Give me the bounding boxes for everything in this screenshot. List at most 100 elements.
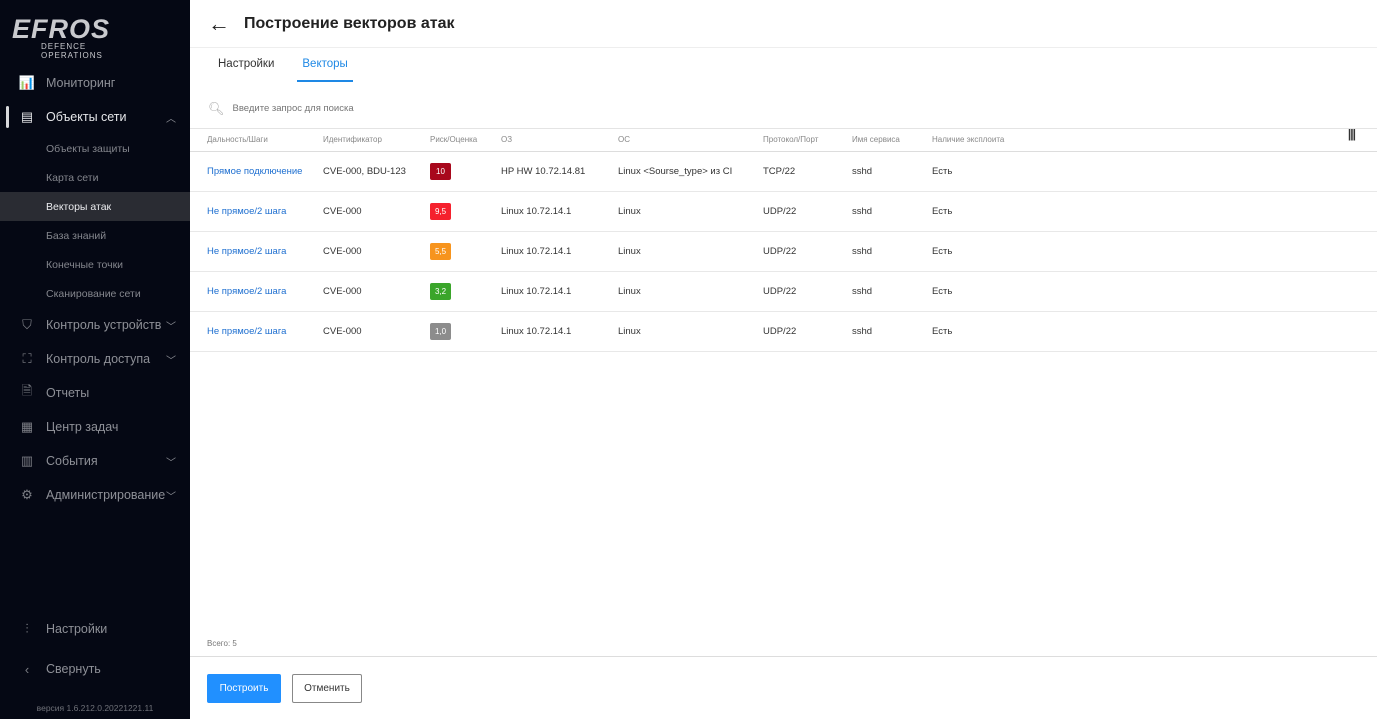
sidebar-item-events[interactable]: ▥ События ﹀ — [0, 444, 190, 478]
sidebar-item-label: Мониторинг — [46, 76, 116, 90]
column-settings-icon[interactable]: ||| — [1347, 127, 1356, 141]
sliders-icon: ⫶ — [25, 621, 29, 636]
tab-vectors[interactable]: Векторы — [297, 58, 353, 82]
sidebar-item-label: Свернуть — [46, 662, 101, 676]
sidebar-item-label: События — [46, 454, 98, 468]
chevron-left-icon: ‹ — [24, 661, 30, 677]
chevron-down-icon: ﹀ — [166, 491, 176, 503]
risk-badge: 10 — [430, 162, 451, 180]
table-cell: TCP/22 — [763, 151, 852, 192]
column-header[interactable]: Протокол/Порт — [763, 129, 852, 152]
table-cell: Linux — [618, 271, 763, 312]
table-cell: CVE-000 — [323, 271, 430, 312]
scan-icon: ⛶ — [22, 351, 32, 366]
column-header[interactable]: Наличие эксплоита — [932, 129, 1377, 152]
distance-link[interactable]: Не прямое/2 шага — [190, 191, 323, 232]
logo-text: EFROS — [12, 14, 111, 44]
table-cell: Есть — [932, 231, 1377, 272]
column-header[interactable]: ОЗ — [501, 129, 618, 152]
table-cell: Есть — [932, 311, 1377, 352]
table-cell: Linux — [618, 311, 763, 352]
risk-cell: 5,5 — [430, 231, 501, 272]
sidebar-item-label: Объекты сети — [46, 110, 127, 124]
table-cell: HP HW 10.72.14.81 — [501, 151, 618, 192]
table-row[interactable]: Не прямое/2 шага CVE-000 5,5 Linux 10.72.14… — [190, 231, 1377, 272]
sidebar-item-label: Настройки — [46, 622, 108, 636]
table-cell: UDP/22 — [763, 271, 852, 312]
sidebar-subitem-endpoints[interactable]: Конечные точки — [46, 258, 124, 271]
table-cell: UDP/22 — [763, 191, 852, 232]
table-row[interactable]: Не прямое/2 шага CVE-000 1,0 Linux 10.72.14… — [190, 311, 1377, 352]
distance-link[interactable]: Не прямое/2 шага — [190, 311, 323, 352]
shield-icon: ⛉ — [22, 317, 32, 332]
sidebar-item-administration[interactable]: ⚙ Администрирование ﹀ — [0, 478, 190, 512]
sidebar-item-access-control[interactable]: ⛶ Контроль доступа ﹀ — [0, 342, 190, 376]
table-cell: UDP/22 — [763, 231, 852, 272]
sidebar-item-label: Администрирование — [46, 488, 166, 502]
column-header[interactable]: Имя сервиса — [852, 129, 932, 152]
table-row[interactable]: Прямое подключение CVE-000, BDU-123 10 HP H… — [190, 151, 1377, 192]
table-cell: Есть — [932, 151, 1377, 192]
table-cell: CVE-000 — [323, 231, 430, 272]
table-cell: Linux — [618, 231, 763, 272]
sidebar-item-task-center[interactable]: ▦ Центр задач — [0, 410, 190, 444]
sidebar-item-monitoring[interactable]: 📊 Мониторинг — [0, 66, 190, 100]
total-count: Всего: 5 — [207, 639, 237, 648]
table-row[interactable]: Не прямое/2 шага CVE-000 3,2 Linux 10.72.14… — [190, 271, 1377, 312]
page-title: Построение векторов атак — [244, 14, 455, 32]
risk-badge: 3,2 — [430, 282, 451, 300]
column-header[interactable]: ОС — [618, 129, 763, 152]
sidebar-item-label: Отчеты — [46, 386, 90, 400]
nav-menu: 📊 Мониторинг ▤ Объекты сети ︿ Объекты защит… — [0, 66, 190, 512]
sidebar-subitem-network-map[interactable]: Карта сети — [46, 171, 99, 184]
table-cell: Linux 10.72.14.1 — [501, 191, 618, 232]
tabs: Настройки Векторы — [190, 58, 1377, 82]
distance-link[interactable]: Не прямое/2 шага — [190, 231, 323, 272]
table-cell: sshd — [852, 151, 932, 192]
sidebar-item-device-control[interactable]: ⛉ Контроль устройств ﹀ — [0, 308, 190, 342]
sidebar-subitem-attack-vectors[interactable]: Векторы атак — [0, 192, 190, 221]
build-button[interactable]: Построить — [207, 674, 281, 703]
collapse-button[interactable]: ‹ Свернуть — [0, 652, 190, 686]
risk-badge: 9,5 — [430, 202, 451, 220]
column-header[interactable]: Идентификатор — [323, 129, 430, 152]
table-cell: Linux — [618, 191, 763, 232]
risk-badge: 1,0 — [430, 322, 451, 340]
version-label: версия 1.6.212.0.20221221.11 — [36, 703, 154, 713]
table-cell: CVE-000 — [323, 191, 430, 232]
sidebar-item-settings[interactable]: ⫶ Настройки — [0, 612, 190, 646]
table-cell: Linux 10.72.14.1 — [501, 271, 618, 312]
main-content: ← Построение векторов атак Настройки Век… — [190, 0, 1377, 719]
tab-settings[interactable]: Настройки — [218, 58, 275, 70]
cancel-button[interactable]: Отменить — [292, 674, 362, 703]
table-cell: Linux 10.72.14.1 — [501, 311, 618, 352]
table-cell: Есть — [932, 191, 1377, 232]
sidebar-item-network-objects[interactable]: ▤ Объекты сети ︿ — [0, 100, 190, 134]
sidebar-subitem-protection-objects[interactable]: Объекты защиты — [46, 142, 130, 155]
column-header[interactable]: Дальность/Шаги — [190, 129, 323, 152]
chevron-down-icon: ﹀ — [166, 321, 176, 333]
sidebar-item-reports[interactable]: 🗎 Отчеты — [0, 376, 190, 410]
chart-icon: 📊 — [18, 75, 36, 90]
document-icon: 🗎 — [21, 383, 33, 398]
chevron-up-icon: ︿ — [166, 113, 176, 125]
table-cell: Linux 10.72.14.1 — [501, 231, 618, 272]
back-arrow-icon[interactable]: ← — [208, 10, 230, 36]
sidebar-subitem-network-scan[interactable]: Сканирование сети — [46, 287, 141, 300]
gear-icon: ⚙ — [21, 487, 33, 502]
sidebar-subitem-knowledge-base[interactable]: База знаний — [46, 229, 107, 242]
search-input[interactable] — [232, 103, 633, 114]
table-cell: sshd — [852, 231, 932, 272]
distance-link[interactable]: Прямое подключение — [190, 151, 323, 192]
distance-link[interactable]: Не прямое/2 шага — [190, 271, 323, 312]
column-header[interactable]: Риск/Оценка — [430, 129, 501, 152]
calendar-icon: ▥ — [20, 453, 34, 468]
table-cell: sshd — [852, 191, 932, 232]
sidebar-item-label: Контроль устройств — [46, 318, 162, 332]
server-icon: ▤ — [20, 109, 34, 124]
table-cell: sshd — [852, 271, 932, 312]
table-cell: Linux <Sourse_type> из CI — [618, 151, 763, 192]
chevron-down-icon: ﹀ — [166, 355, 176, 367]
risk-badge: 5,5 — [430, 242, 451, 260]
table-row[interactable]: Не прямое/2 шага CVE-000 9,5 Linux 10.72.14… — [190, 191, 1377, 232]
